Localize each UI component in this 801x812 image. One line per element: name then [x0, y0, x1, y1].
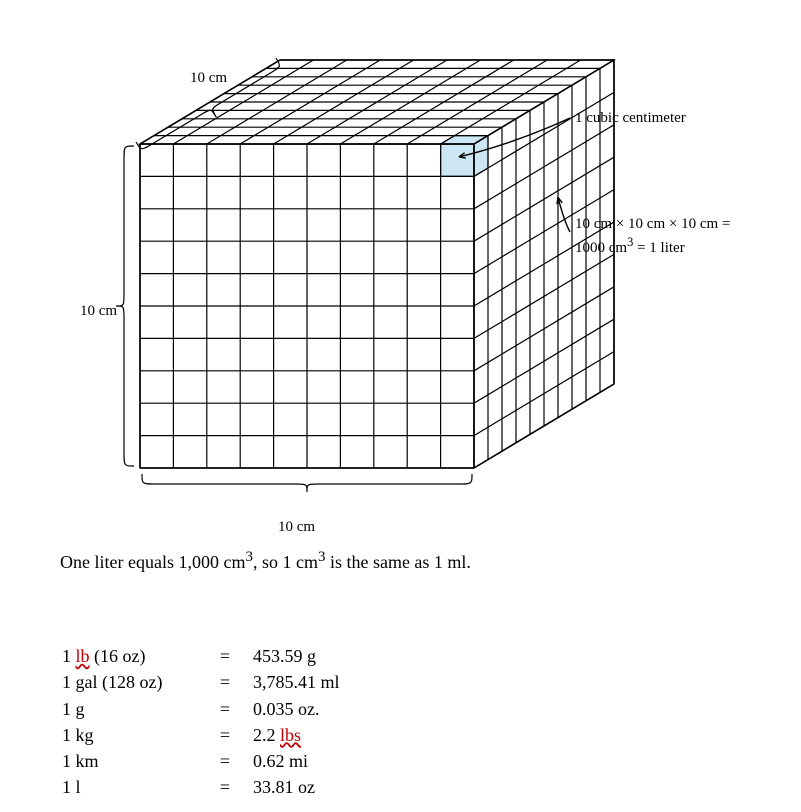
volume-line1: 10 cm × 10 cm × 10 cm =: [575, 216, 730, 232]
conv-left: 1 g: [62, 697, 197, 721]
dim-label-top: 10 cm: [190, 70, 227, 87]
conv-eq: =: [199, 697, 251, 721]
conv-right: 0.62 mi: [253, 749, 340, 773]
volume-line2b: = 1 liter: [633, 240, 684, 256]
conv-right: 3,785.41 ml: [253, 670, 340, 694]
table-row: 1 kg=2.2 lbs: [62, 723, 340, 747]
conv-right: 33.81 oz: [253, 775, 340, 799]
conv-right: 453.59 g: [253, 644, 340, 668]
table-row: 1 l=33.81 oz: [62, 775, 340, 799]
conversion-table: 1 lb (16 oz)=453.59 g1 gal (128 oz)=3,78…: [60, 642, 342, 802]
dim-label-bottom: 10 cm: [278, 519, 315, 536]
table-row: 1 lb (16 oz)=453.59 g: [62, 644, 340, 668]
conv-eq: =: [199, 775, 251, 799]
conv-left: 1 lb (16 oz): [62, 644, 197, 668]
conv-right: 0.035 oz.: [253, 697, 340, 721]
conv-eq: =: [199, 670, 251, 694]
cubic-centimeter-label: 1 cubic centimeter: [575, 110, 686, 127]
volume-label: 10 cm × 10 cm × 10 cm = 1000 cm3 = 1 lit…: [575, 214, 730, 259]
volume-line2a: 1000 cm: [575, 240, 627, 256]
conv-eq: =: [199, 644, 251, 668]
conv-right: 2.2 lbs: [253, 723, 340, 747]
cube-diagram: [0, 0, 801, 565]
conv-left: 1 kg: [62, 723, 197, 747]
conv-eq: =: [199, 749, 251, 773]
dim-label-left: 10 cm: [80, 303, 117, 320]
table-row: 1 km=0.62 mi: [62, 749, 340, 773]
conv-left: 1 km: [62, 749, 197, 773]
table-row: 1 gal (128 oz)=3,785.41 ml: [62, 670, 340, 694]
conv-left: 1 l: [62, 775, 197, 799]
caption: One liter equals 1,000 cm3, so 1 cm3 is …: [60, 548, 471, 574]
table-row: 1 g=0.035 oz.: [62, 697, 340, 721]
conv-left: 1 gal (128 oz): [62, 670, 197, 694]
cube-svg: [0, 0, 801, 560]
conv-eq: =: [199, 723, 251, 747]
